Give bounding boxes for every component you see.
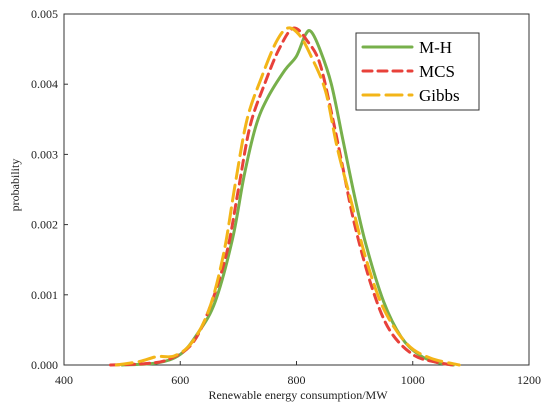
- x-tick-label: 400: [55, 373, 73, 387]
- y-tick-label: 0.000: [31, 358, 58, 372]
- legend-label-mcs: MCS: [419, 62, 455, 81]
- series-line-m-h: [120, 29, 455, 367]
- x-axis-label: Renewable energy consumption/MW: [208, 388, 388, 402]
- y-tick-label: 0.002: [31, 218, 58, 232]
- x-tick-label: 1200: [517, 373, 541, 387]
- x-tick-label: 800: [288, 373, 306, 387]
- legend: M-H MCS Gibbs: [355, 32, 480, 111]
- y-tick-label: 0.004: [31, 77, 58, 91]
- y-tick-label: 0.003: [31, 147, 58, 161]
- legend-box: [355, 32, 480, 111]
- x-tick-label: 1000: [401, 373, 425, 387]
- series-line-gibbs: [114, 26, 461, 367]
- y-axis-label: probability: [8, 159, 22, 212]
- y-tick-label: 0.005: [31, 7, 58, 21]
- x-tick-label: 600: [171, 373, 189, 387]
- legend-label-m-h: M-H: [419, 38, 452, 57]
- series-layer: [109, 26, 461, 367]
- y-tick-label: 0.001: [31, 288, 58, 302]
- legend-label-gibbs: Gibbs: [419, 86, 460, 105]
- axes: 400 600 800 1000 1200 0.000 0.001 0.002 0.003 0.0…: [31, 7, 541, 387]
